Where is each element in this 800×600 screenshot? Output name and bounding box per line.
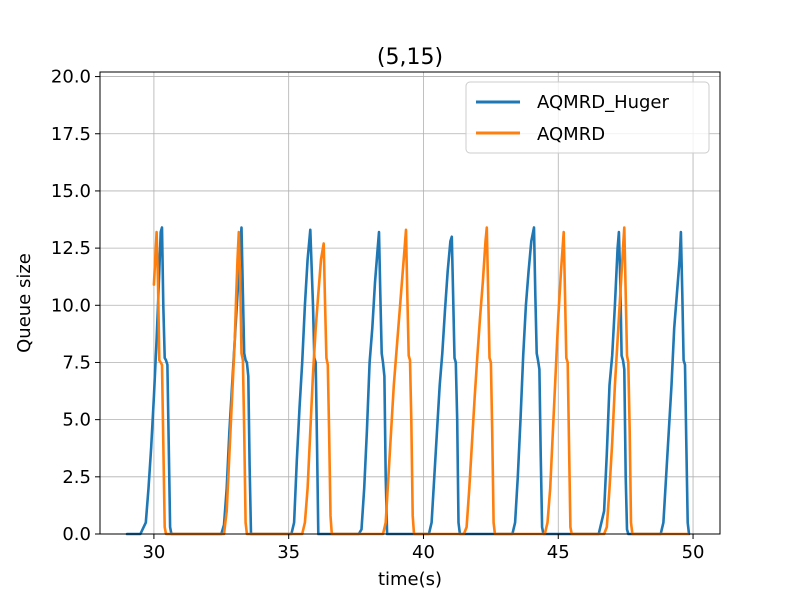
x-tick-label: 40 (412, 542, 435, 563)
y-tick-label: 12.5 (51, 238, 91, 259)
y-axis-label: Queue size (14, 253, 35, 353)
x-tick-label: 50 (682, 542, 705, 563)
legend: AQMRD_Huger AQMRD (465, 81, 710, 154)
x-tick-label: 35 (277, 542, 300, 563)
y-tick-label: 15.0 (51, 181, 91, 202)
y-axis-ticks: 0.0 2.5 5.0 7.5 10.0 12.5 15.0 17.5 20.0 (51, 67, 100, 545)
x-tick-label: 30 (142, 542, 165, 563)
legend-label-aqmrd: AQMRD (537, 124, 605, 145)
x-axis-ticks: 30 35 40 45 50 (142, 534, 704, 563)
y-tick-label: 10.0 (51, 295, 91, 316)
y-tick-label: 7.5 (62, 352, 91, 373)
legend-label-aqmrd-huger: AQMRD_Huger (537, 92, 670, 113)
y-tick-label: 0.0 (62, 524, 91, 545)
y-tick-label: 2.5 (62, 467, 91, 488)
x-axis-label: time(s) (378, 569, 442, 590)
chart-title: (5,15) (377, 45, 443, 70)
plot-spine (99, 71, 721, 535)
y-tick-label: 20.0 (51, 67, 91, 88)
legend-box (465, 81, 710, 154)
series-line-aqmrd (152, 226, 689, 536)
x-tick-label: 45 (547, 542, 570, 563)
y-tick-label: 17.5 (51, 124, 91, 145)
y-tick-label: 5.0 (62, 410, 91, 431)
